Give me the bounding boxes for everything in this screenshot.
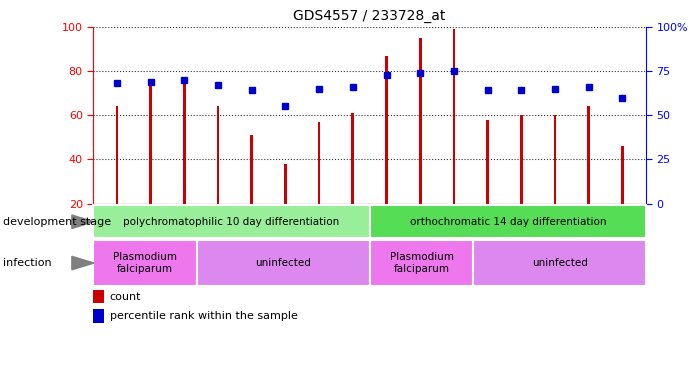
Polygon shape	[72, 257, 94, 270]
Bar	[318, 122, 321, 204]
Bar	[183, 80, 186, 204]
Bar	[217, 106, 219, 204]
Bar	[370, 240, 473, 286]
Text: uninfected: uninfected	[256, 258, 311, 268]
Bar	[486, 120, 489, 204]
Bar	[385, 56, 388, 204]
Text: infection: infection	[3, 258, 52, 268]
Bar	[149, 82, 152, 204]
Bar	[587, 106, 590, 204]
Text: count: count	[110, 292, 142, 302]
Text: development stage: development stage	[3, 217, 111, 227]
Bar	[419, 38, 422, 204]
Bar	[197, 240, 370, 286]
Bar	[93, 240, 197, 286]
Bar	[284, 164, 287, 204]
Bar	[352, 113, 354, 204]
Bar	[93, 290, 104, 303]
Bar	[473, 240, 646, 286]
Bar	[93, 309, 104, 323]
Title: GDS4557 / 233728_at: GDS4557 / 233728_at	[294, 9, 446, 23]
Text: percentile rank within the sample: percentile rank within the sample	[110, 311, 298, 321]
Bar	[115, 106, 118, 204]
Bar	[250, 135, 253, 204]
Text: polychromatophilic 10 day differentiation: polychromatophilic 10 day differentiatio…	[124, 217, 339, 227]
Text: Plasmodium
falciparum: Plasmodium falciparum	[390, 252, 453, 274]
Polygon shape	[72, 215, 94, 228]
Text: orthochromatic 14 day differentiation: orthochromatic 14 day differentiation	[410, 217, 606, 227]
Text: uninfected: uninfected	[532, 258, 587, 268]
Bar	[621, 146, 624, 204]
Bar	[370, 205, 646, 238]
Bar	[93, 205, 370, 238]
Bar	[453, 29, 455, 204]
Text: Plasmodium
falciparum: Plasmodium falciparum	[113, 252, 177, 274]
Bar	[553, 115, 556, 204]
Bar	[520, 115, 522, 204]
